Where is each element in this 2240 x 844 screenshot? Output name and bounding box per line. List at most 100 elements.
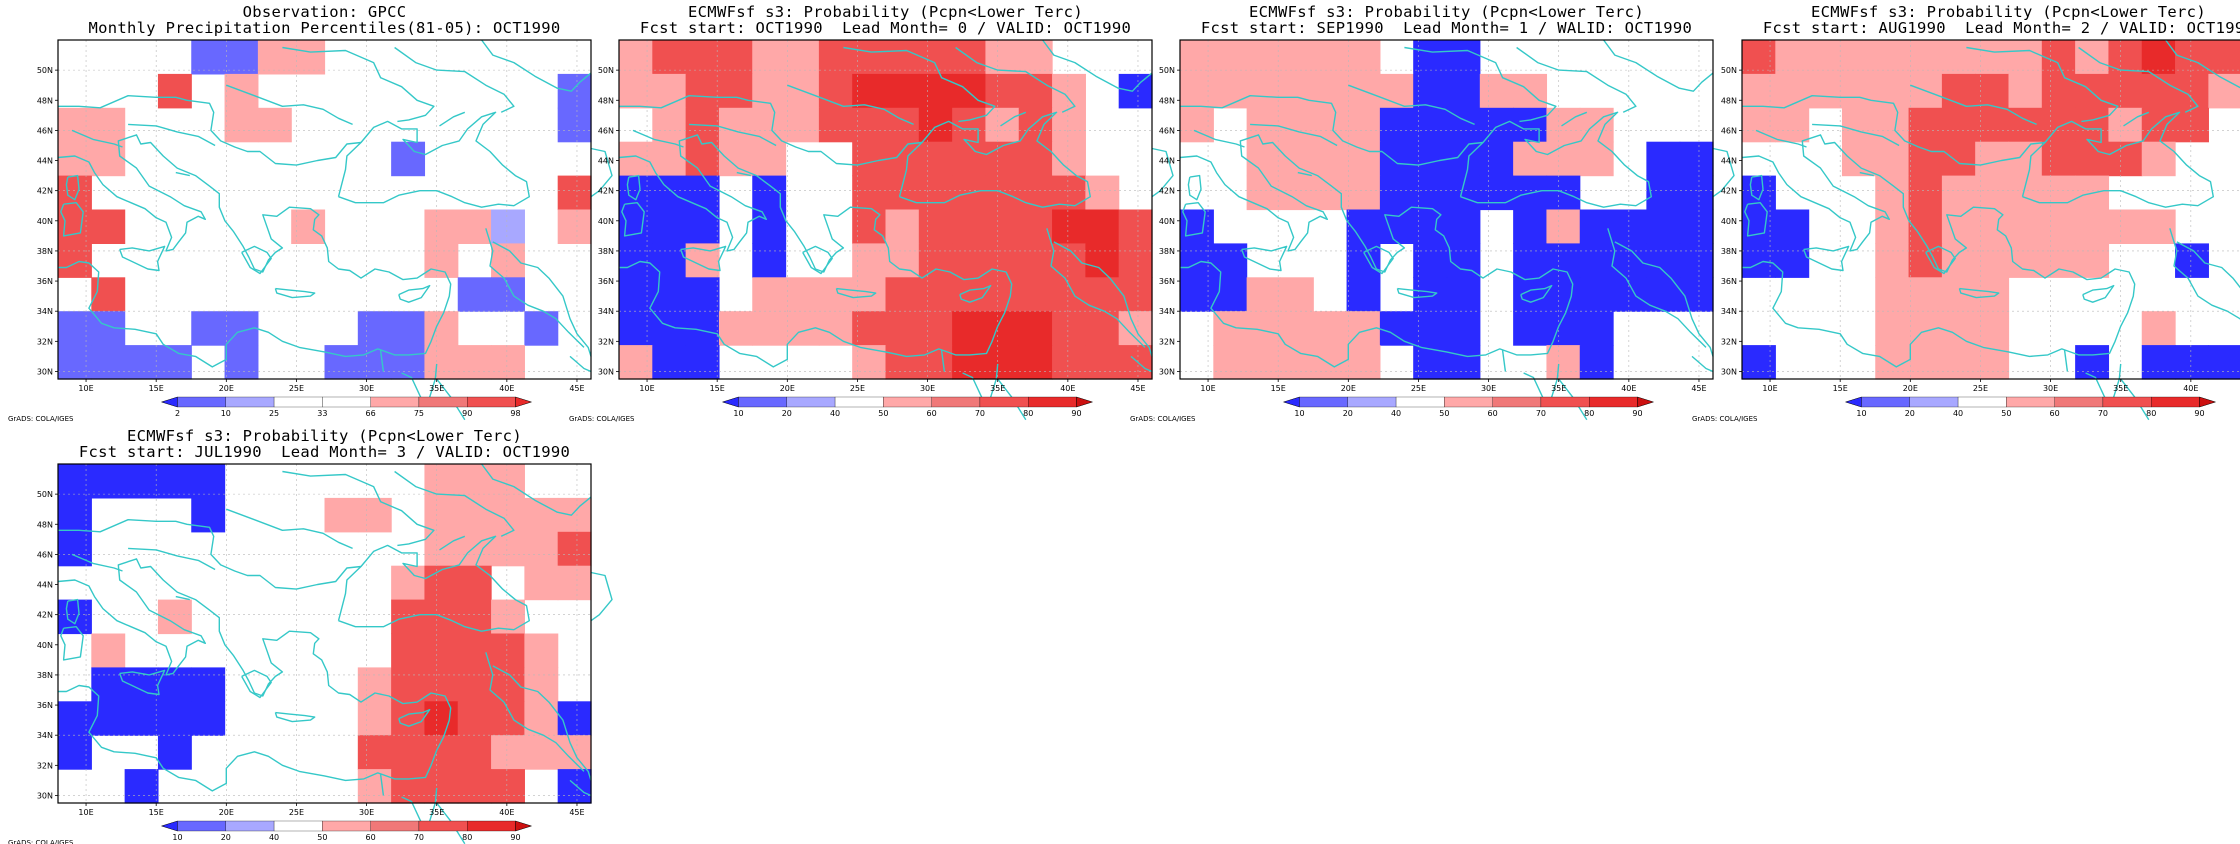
grid-cell <box>952 209 987 244</box>
grid-cell <box>357 667 392 702</box>
grid-cell <box>1941 243 1976 278</box>
grid-cell <box>1513 141 1548 177</box>
grid-cell <box>2141 311 2176 346</box>
panel-title: ECMWFsf s3: Probability (Pcpn<Lower Terc… <box>1120 4 1773 36</box>
lat-tick-label: 38N <box>1721 247 1737 256</box>
lon-tick-label: 35E <box>990 384 1005 393</box>
grid-cell <box>918 277 953 312</box>
grid-cell <box>1775 73 1810 109</box>
grid-cell <box>391 769 426 804</box>
colorbar-tick-label: 10 <box>1856 409 1866 418</box>
grid-cell <box>1908 107 1943 143</box>
grid-cell <box>685 73 720 109</box>
grid-cell <box>1513 277 1548 312</box>
colorbar-swatch <box>322 396 371 408</box>
grid-cell <box>718 311 753 346</box>
grid-cell <box>685 277 720 312</box>
lat-tick-label: 44N <box>1159 157 1175 166</box>
map-panel-lead1: ECMWFsf s3: Probability (Pcpn<Lower Terc… <box>1128 0 1735 423</box>
grid-cell <box>1346 175 1381 211</box>
colorbar-tick-label: 10 <box>172 833 182 842</box>
lat-tick-label: 30N <box>1159 367 1175 376</box>
grid-cell <box>1413 73 1448 109</box>
colorbar-tick-label: 33 <box>317 409 327 418</box>
grid-cell <box>2141 209 2176 244</box>
grid-cell <box>752 175 787 211</box>
panel-title-line-2: Monthly Precipitation Percentiles(81-05)… <box>88 19 561 37</box>
grid-cell <box>2041 107 2076 143</box>
colorbar-swatch <box>738 396 787 408</box>
grid-cell <box>652 345 687 380</box>
grid-cell <box>1413 141 1448 177</box>
grid-cell <box>1579 209 1614 244</box>
grid-cell <box>391 667 426 702</box>
grid-cell <box>1279 311 1314 346</box>
grid-cell <box>491 243 525 278</box>
lon-tick-label: 25E <box>289 808 304 817</box>
grid-cell <box>718 141 753 177</box>
grid-cell <box>985 243 1020 278</box>
colorbar-tick-label: 40 <box>1953 409 1963 418</box>
colorbar-swatch <box>1299 396 1348 408</box>
grid-cell <box>391 633 426 668</box>
grid-cell <box>1875 40 1910 75</box>
grid-cell <box>1479 141 1514 177</box>
lon-tick-label: 15E <box>710 384 725 393</box>
grid-cell <box>124 345 159 380</box>
grid-cell <box>1579 311 1614 346</box>
grid-cell <box>91 107 126 143</box>
grid-cell <box>557 769 592 804</box>
colorbar-tick-label: 60 <box>927 409 937 418</box>
colorbar-swatch <box>370 820 420 832</box>
grid-cell <box>952 107 987 143</box>
colorbar-swatch <box>322 820 371 832</box>
grid-cell <box>2041 73 2076 109</box>
lat-tick-label: 40N <box>598 217 614 226</box>
lat-tick-label: 42N <box>37 611 53 620</box>
lon-tick-label: 30E <box>2043 384 2058 393</box>
grid-cell <box>391 141 426 177</box>
colorbar-swatch <box>1347 396 1397 408</box>
grid-cell <box>557 107 592 143</box>
colorbar-swatch <box>883 396 932 408</box>
grid-cell <box>1446 175 1481 211</box>
grid-cell <box>457 277 492 312</box>
grid-cell <box>58 209 92 244</box>
grid-cell <box>1513 73 1548 109</box>
grid-cell <box>357 735 392 770</box>
grid-cell <box>524 531 559 567</box>
panel-title-line-1: ECMWFsf s3: Probability (Pcpn<Lower Terc… <box>127 427 522 445</box>
lon-tick-label: 30E <box>359 808 374 817</box>
grid-cell <box>1742 209 1776 244</box>
lon-tick-label: 20E <box>780 384 795 393</box>
lat-tick-label: 40N <box>1159 217 1175 226</box>
lat-tick-label: 38N <box>37 671 53 680</box>
grid-cell <box>1941 311 1976 346</box>
grid-cell <box>257 107 292 143</box>
panel-title-line-1: ECMWFsf s3: Probability (Pcpn<Lower Terc… <box>1249 3 1644 21</box>
grid-cell <box>718 107 753 143</box>
grid-cell <box>157 735 192 770</box>
grid-cell <box>2141 40 2176 75</box>
colorbar-swatch <box>2199 396 2217 408</box>
panel-title-line-2: Fcst start: AUG1990 Lead Month= 2 / VALI… <box>1762 19 2240 37</box>
grid-cell <box>652 277 687 312</box>
lat-tick-label: 38N <box>598 247 614 256</box>
grid-cell <box>1941 277 1976 312</box>
precip-map: 50N 48N 46N 44N 42N 40N 38N 36N 34N 32N 30N 10E 15E 2… <box>8 39 613 423</box>
grid-cell <box>191 701 226 736</box>
grid-cell <box>1941 40 1976 75</box>
grid-cell <box>718 73 753 109</box>
grid-cell <box>952 73 987 109</box>
grid-cell <box>58 701 92 736</box>
precip-map: 50N 48N 46N 44N 42N 40N 38N 36N 34N 32N 30N 10E 15E 2… <box>1692 39 2240 423</box>
grid-cell <box>1018 40 1053 75</box>
lon-tick-label: 35E <box>1551 384 1566 393</box>
lat-tick-label: 44N <box>37 157 53 166</box>
colorbar-swatch <box>1957 396 2007 408</box>
grid-cell <box>491 735 525 770</box>
grid-cell <box>1118 73 1153 109</box>
grid-cell <box>1446 345 1481 380</box>
colorbar-tick-label: 20 <box>782 409 792 418</box>
grid-cell <box>1413 209 1448 244</box>
